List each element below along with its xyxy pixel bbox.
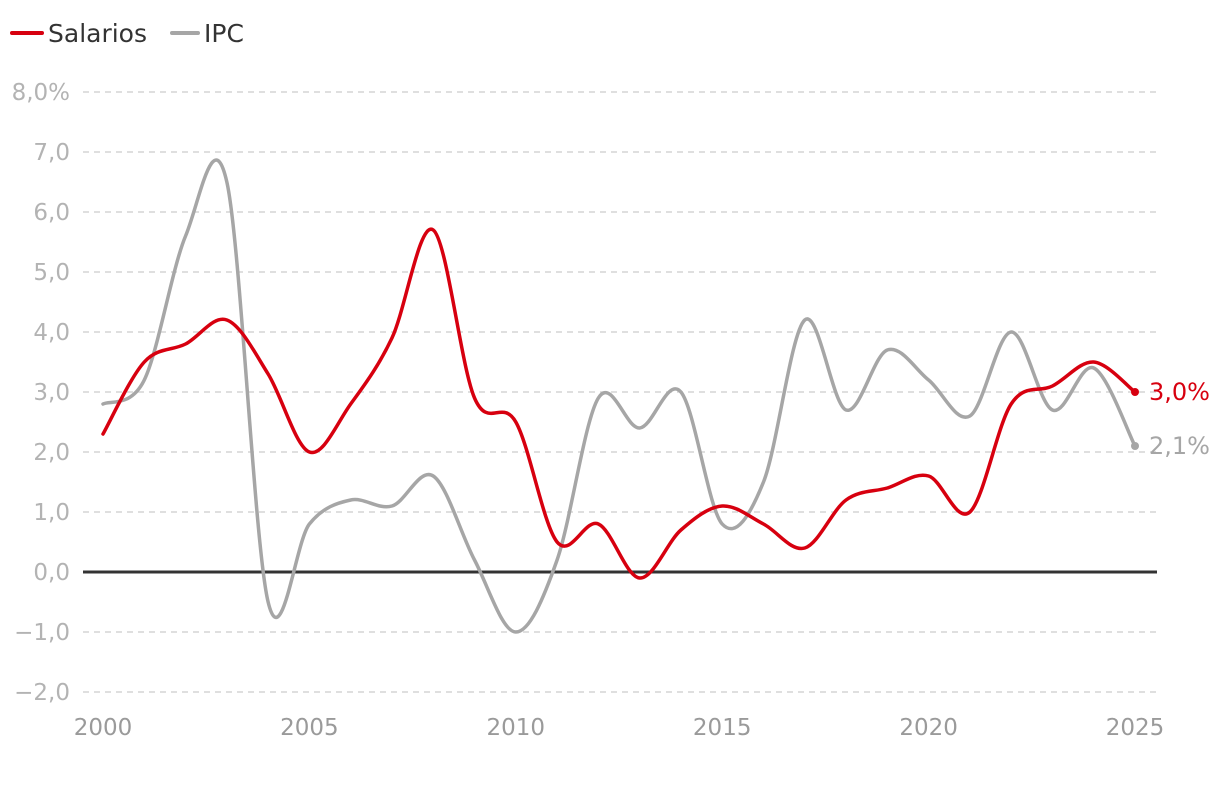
gridlines bbox=[83, 91, 1157, 693]
series-line-salarios bbox=[101, 227, 1137, 580]
x-tick-label: 2005 bbox=[280, 715, 339, 741]
end-labels: 2,1% 3,0% bbox=[1131, 378, 1210, 460]
x-axis-tick-labels: 2000 2005 2010 2015 2020 2025 bbox=[74, 715, 1165, 741]
end-point-ipc bbox=[1131, 442, 1139, 450]
x-tick-label: 2000 bbox=[74, 715, 133, 741]
y-tick-label: 7,0 bbox=[33, 140, 70, 166]
y-axis-tick-labels: −2,0 −1,0 0,0 1,0 2,0 3,0 4,0 5,0 6,0 7,0 8,0% bbox=[12, 80, 70, 706]
x-tick-label: 2015 bbox=[693, 715, 752, 741]
y-tick-label: 0,0 bbox=[33, 560, 70, 586]
series-line-ipc bbox=[101, 158, 1137, 634]
y-tick-label: −1,0 bbox=[14, 620, 70, 646]
y-tick-label: 4,0 bbox=[33, 320, 70, 346]
y-tick-label: 6,0 bbox=[33, 200, 70, 226]
x-tick-label: 2020 bbox=[899, 715, 958, 741]
y-tick-label: 5,0 bbox=[33, 260, 70, 286]
y-tick-label: 1,0 bbox=[33, 500, 70, 526]
x-tick-label: 2010 bbox=[487, 715, 546, 741]
legend: Salarios IPC bbox=[10, 19, 244, 48]
end-point-salarios bbox=[1131, 388, 1139, 396]
y-tick-label: 2,0 bbox=[33, 440, 70, 466]
y-tick-label: 3,0 bbox=[33, 380, 70, 406]
legend-label-salarios: Salarios bbox=[48, 19, 147, 48]
x-tick-label: 2025 bbox=[1106, 715, 1165, 741]
y-tick-label: 8,0% bbox=[12, 80, 70, 106]
end-label-ipc: 2,1% bbox=[1149, 432, 1210, 460]
series-lines bbox=[101, 158, 1137, 634]
y-tick-label: −2,0 bbox=[14, 680, 70, 706]
legend-label-ipc: IPC bbox=[204, 19, 244, 48]
end-label-salarios: 3,0% bbox=[1149, 378, 1210, 406]
